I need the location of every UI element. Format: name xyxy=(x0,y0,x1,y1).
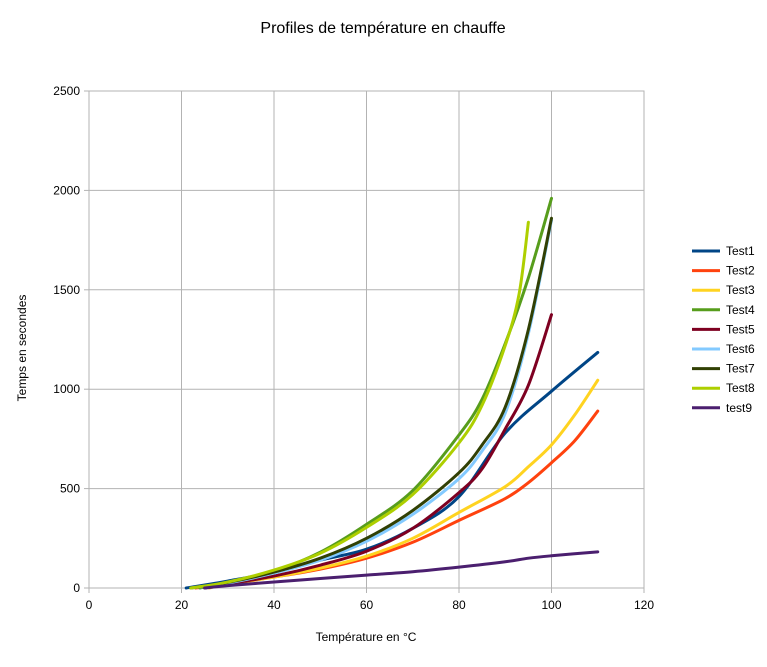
series-line-test2 xyxy=(193,409,600,590)
y-tick-label: 2000 xyxy=(53,183,80,197)
series-line-test4 xyxy=(198,196,553,590)
x-tick-label: 80 xyxy=(452,598,466,612)
x-tick-label: 60 xyxy=(360,598,374,612)
y-tick-label: 1500 xyxy=(53,283,80,297)
x-tick-label: 100 xyxy=(541,598,561,612)
y-tick-label: 0 xyxy=(73,581,80,595)
y-axis-label: Temps en secondes xyxy=(15,295,29,402)
y-tick-label: 1000 xyxy=(53,382,80,396)
x-tick-label: 120 xyxy=(634,598,654,612)
x-axis-label: Température en °C xyxy=(316,630,417,644)
legend-label: Test4 xyxy=(726,303,755,317)
legend-label: Test7 xyxy=(726,362,755,376)
legend-label: Test3 xyxy=(726,283,755,297)
x-tick-label: 0 xyxy=(86,598,93,612)
legend-label: Test8 xyxy=(726,381,755,395)
legend-label: test9 xyxy=(726,401,752,415)
series-line-test8 xyxy=(189,220,530,590)
series-line-test9 xyxy=(203,550,600,590)
legend-label: Test5 xyxy=(726,322,755,336)
grid xyxy=(88,90,645,589)
series-line-test5 xyxy=(203,313,553,590)
legend-label: Test1 xyxy=(726,244,755,258)
legend-label: Test6 xyxy=(726,342,755,356)
y-tick-label: 2500 xyxy=(53,84,80,98)
series-line-test7 xyxy=(189,216,553,590)
x-tick-label: 20 xyxy=(175,598,189,612)
legend: Test1 Test2 Test3 Test4 Test5 Test6 Test7 Test8… xyxy=(692,244,755,415)
x-tick-label: 40 xyxy=(267,598,281,612)
y-tick-label: 500 xyxy=(60,482,80,496)
series-line-test6 xyxy=(189,218,553,590)
series-lines xyxy=(184,196,600,590)
axes: 0 20 40 60 80 100 120 0 500 1000 1500 2000 2500 xyxy=(53,84,654,612)
series-line-test1 xyxy=(184,350,600,590)
legend-label: Test2 xyxy=(726,264,755,278)
chart-title: Profiles de température en chauffe xyxy=(260,20,505,37)
